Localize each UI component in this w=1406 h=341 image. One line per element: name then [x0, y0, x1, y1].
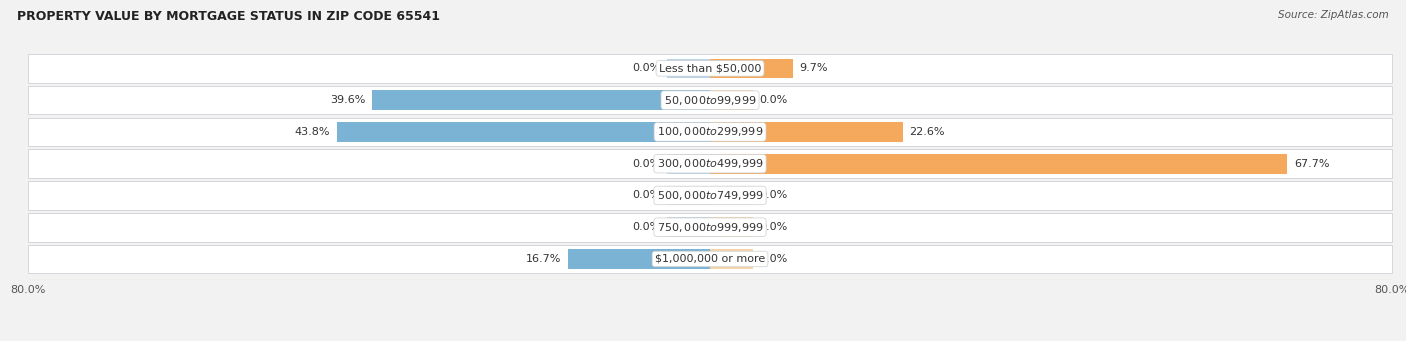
Text: Less than $50,000: Less than $50,000 [659, 63, 761, 73]
Bar [28, 86, 1392, 115]
Legend: Without Mortgage, With Mortgage: Without Mortgage, With Mortgage [579, 339, 841, 341]
Text: $300,000 to $499,999: $300,000 to $499,999 [657, 157, 763, 170]
Bar [28, 118, 1392, 146]
Bar [710, 90, 752, 110]
Bar [710, 154, 1286, 174]
Text: $750,000 to $999,999: $750,000 to $999,999 [657, 221, 763, 234]
Bar [28, 245, 1392, 273]
Text: $100,000 to $299,999: $100,000 to $299,999 [657, 125, 763, 138]
Text: 0.0%: 0.0% [759, 254, 787, 264]
Bar [668, 217, 710, 237]
Bar [668, 186, 710, 205]
Text: 67.7%: 67.7% [1294, 159, 1330, 169]
Text: 9.7%: 9.7% [800, 63, 828, 73]
Bar [28, 181, 1392, 210]
Bar [668, 154, 710, 174]
Text: 0.0%: 0.0% [633, 159, 661, 169]
Bar [710, 249, 752, 269]
Bar [373, 90, 710, 110]
Text: 43.8%: 43.8% [294, 127, 330, 137]
Text: $500,000 to $749,999: $500,000 to $749,999 [657, 189, 763, 202]
Text: PROPERTY VALUE BY MORTGAGE STATUS IN ZIP CODE 65541: PROPERTY VALUE BY MORTGAGE STATUS IN ZIP… [17, 10, 440, 23]
Bar [710, 217, 752, 237]
Bar [28, 54, 1392, 83]
Text: 22.6%: 22.6% [910, 127, 945, 137]
Bar [668, 59, 710, 78]
Bar [568, 249, 710, 269]
Text: 0.0%: 0.0% [759, 190, 787, 201]
Bar [28, 149, 1392, 178]
Text: 16.7%: 16.7% [526, 254, 561, 264]
Text: 0.0%: 0.0% [759, 222, 787, 232]
Text: $50,000 to $99,999: $50,000 to $99,999 [664, 94, 756, 107]
Text: Source: ZipAtlas.com: Source: ZipAtlas.com [1278, 10, 1389, 20]
Text: 0.0%: 0.0% [759, 95, 787, 105]
Text: 39.6%: 39.6% [330, 95, 366, 105]
Bar [336, 122, 710, 142]
Text: 0.0%: 0.0% [633, 222, 661, 232]
Bar [710, 186, 752, 205]
Text: 0.0%: 0.0% [633, 190, 661, 201]
Bar [710, 122, 903, 142]
Bar [28, 213, 1392, 241]
Text: $1,000,000 or more: $1,000,000 or more [655, 254, 765, 264]
Text: 0.0%: 0.0% [633, 63, 661, 73]
Bar [710, 59, 793, 78]
